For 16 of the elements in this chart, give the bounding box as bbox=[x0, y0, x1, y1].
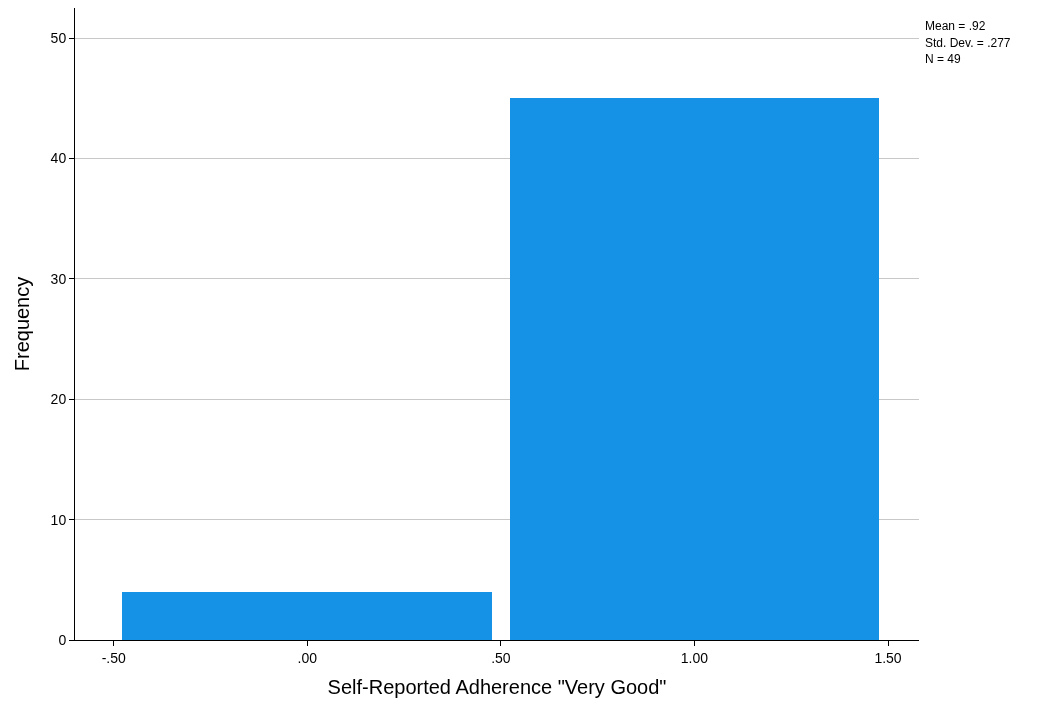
x-tick-label: -.50 bbox=[101, 649, 126, 666]
y-tick-label: 40 bbox=[50, 150, 67, 167]
text: Std. Dev. = .277 bbox=[925, 36, 1011, 50]
x-tick-label: .00 bbox=[297, 649, 318, 666]
y-tick-label: 30 bbox=[50, 270, 67, 287]
y-tick-label: 50 bbox=[50, 30, 67, 46]
text: N = 49 bbox=[925, 52, 962, 66]
x-tick-label: 1.00 bbox=[680, 649, 709, 666]
y-tick-label: 0 bbox=[58, 631, 67, 648]
x-tick-label: 1.50 bbox=[874, 649, 902, 666]
y-tick-label: 10 bbox=[50, 511, 67, 528]
text: Mean = .92 bbox=[925, 19, 986, 33]
x-axis-title: Self-Reported Adherence "Very Good" bbox=[327, 676, 667, 699]
x-tick-label: .50 bbox=[491, 649, 511, 666]
y-axis-title: Frequency bbox=[11, 276, 34, 372]
y-tick-label: 20 bbox=[50, 391, 67, 408]
